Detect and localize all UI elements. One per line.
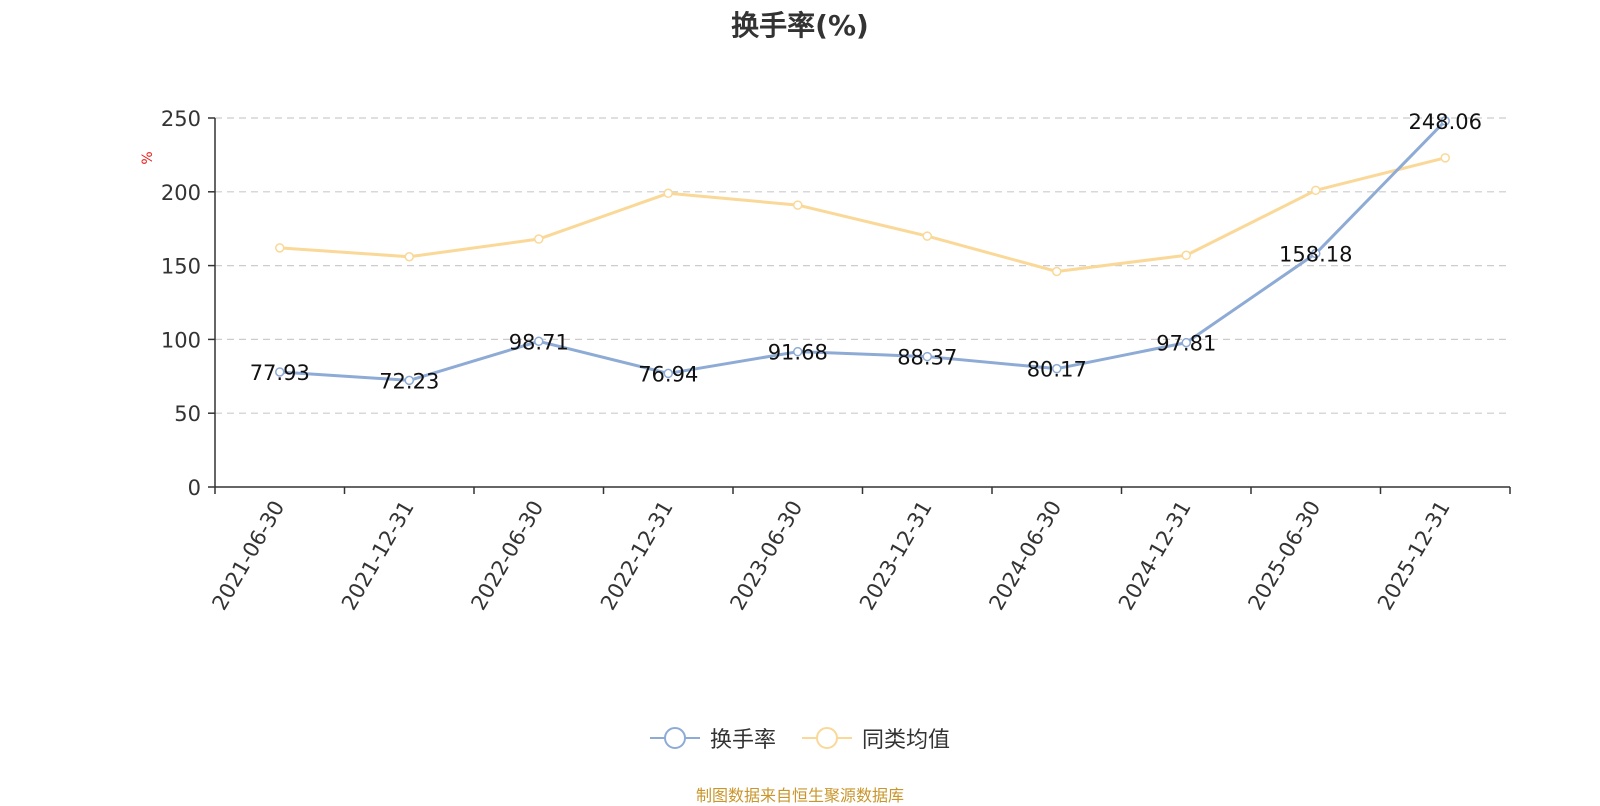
x-tick-label: 2022-06-30 bbox=[466, 497, 548, 615]
chart-title: 换手率(%) bbox=[731, 9, 869, 42]
data-point[interactable] bbox=[534, 336, 544, 347]
data-point[interactable] bbox=[275, 243, 285, 253]
data-point[interactable] bbox=[1052, 363, 1062, 374]
data-point[interactable] bbox=[404, 375, 414, 386]
data-label: 72.23 bbox=[379, 369, 439, 393]
data-point[interactable] bbox=[663, 188, 673, 199]
y-tick-label: 50 bbox=[174, 402, 201, 426]
x-tick-label: 2022-12-31 bbox=[596, 497, 678, 615]
x-tick-label: 2021-12-31 bbox=[337, 497, 419, 615]
y-tick-label: 0 bbox=[188, 476, 201, 500]
legend-marker-peer-average-icon bbox=[802, 727, 852, 749]
data-point[interactable] bbox=[793, 200, 803, 210]
x-tick-label: 2025-06-30 bbox=[1243, 497, 1325, 615]
data-point[interactable] bbox=[534, 234, 544, 244]
legend-item-turnover[interactable]: 换手率 bbox=[649, 722, 776, 754]
legend-label-peer-average: 同类均值 bbox=[862, 728, 951, 753]
data-point[interactable] bbox=[922, 351, 932, 362]
data-labels: 77.93 72.23 98.71 76.94 91.68 88.37 80.17 97.81… bbox=[250, 110, 1482, 394]
y-tick-label: 100 bbox=[161, 328, 201, 352]
data-point[interactable] bbox=[275, 367, 285, 377]
data-point[interactable] bbox=[404, 251, 414, 262]
data-label: 80.17 bbox=[1027, 358, 1087, 382]
data-label: 97.81 bbox=[1156, 332, 1216, 356]
y-axis-unit-label: % bbox=[140, 151, 156, 164]
legend-item-peer-average[interactable]: 同类均值 bbox=[802, 722, 950, 754]
data-point[interactable] bbox=[1440, 116, 1450, 126]
data-label: 248.06 bbox=[1409, 110, 1482, 134]
data-point[interactable] bbox=[1311, 185, 1321, 196]
legend-marker-turnover-icon bbox=[649, 727, 700, 749]
data-point[interactable] bbox=[793, 346, 803, 357]
x-tick-label: 2024-06-30 bbox=[984, 497, 1066, 615]
y-tick-label: 200 bbox=[161, 181, 201, 205]
data-point[interactable] bbox=[1181, 337, 1191, 348]
data-label: 76.94 bbox=[638, 362, 698, 386]
series-lines bbox=[275, 116, 1450, 386]
data-point[interactable] bbox=[1440, 153, 1450, 163]
data-label: 91.68 bbox=[768, 341, 828, 365]
x-tick-label: 2023-12-31 bbox=[855, 497, 937, 615]
data-point[interactable] bbox=[922, 231, 932, 241]
x-tick-label: 2025-12-31 bbox=[1373, 497, 1455, 615]
x-tick-label: 2023-06-30 bbox=[725, 497, 807, 615]
data-source-note: 制图数据来自恒生聚源数据库 bbox=[695, 786, 904, 805]
data-point[interactable] bbox=[1052, 266, 1062, 277]
data-point[interactable] bbox=[1311, 248, 1321, 259]
axes: 0 50 100 150 200 250 2021-06-30 2021-12-31 2022-… bbox=[161, 107, 1511, 615]
x-tick-label: 2024-12-31 bbox=[1114, 497, 1196, 615]
data-label: 98.71 bbox=[509, 330, 569, 354]
series-line-0 bbox=[279, 119, 1447, 382]
legend: 换手率 同类均值 bbox=[0, 722, 1600, 754]
series-line-1 bbox=[279, 156, 1446, 274]
y-tick-label: 250 bbox=[161, 107, 201, 131]
data-point[interactable] bbox=[663, 368, 673, 379]
data-label: 158.18 bbox=[1279, 243, 1352, 267]
x-tick-label: 2021-06-30 bbox=[207, 497, 289, 615]
y-tick-label: 150 bbox=[161, 255, 201, 279]
legend-label-turnover: 换手率 bbox=[709, 728, 776, 753]
data-label: 88.37 bbox=[897, 346, 957, 370]
data-point[interactable] bbox=[1181, 250, 1191, 261]
data-label: 77.93 bbox=[250, 361, 310, 385]
